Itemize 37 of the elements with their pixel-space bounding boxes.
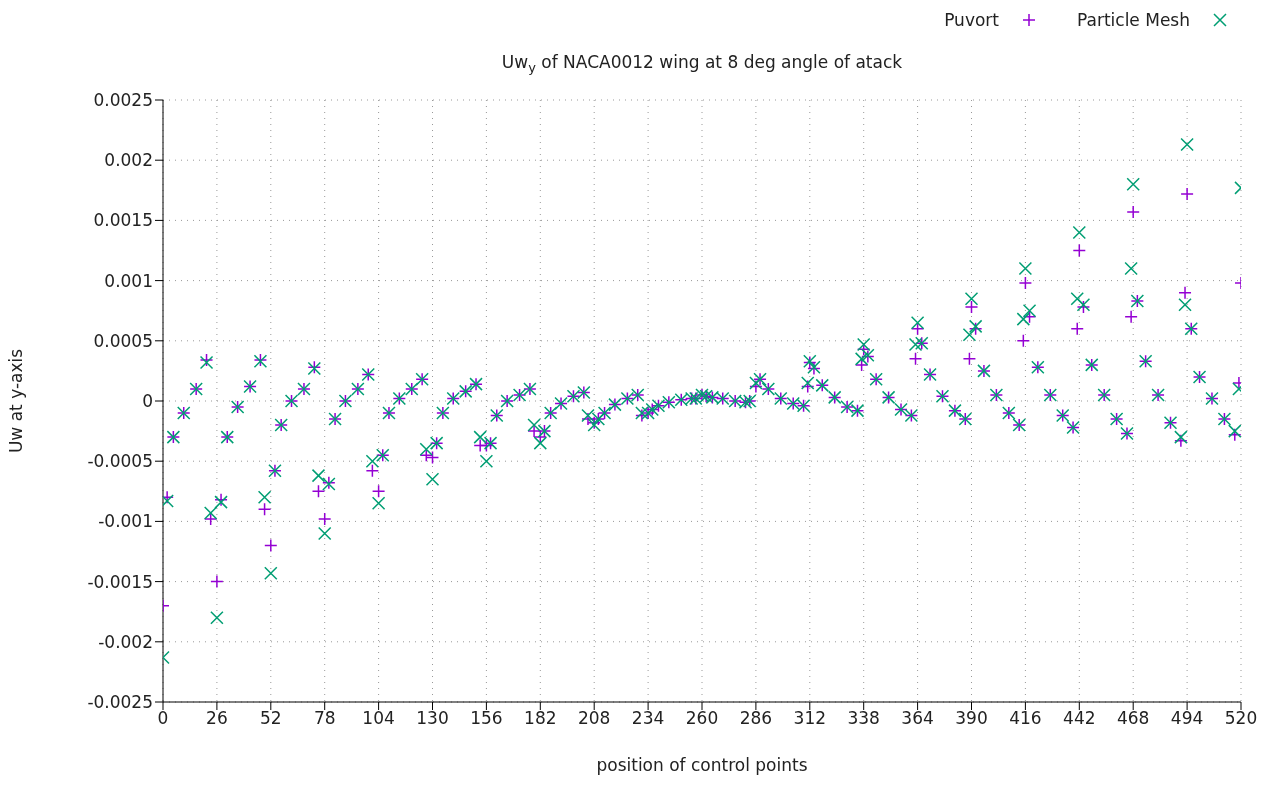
y-tick-label: 0.0005	[93, 330, 153, 351]
x-axis-title: position of control points	[596, 755, 808, 775]
x-tick-label: 390	[955, 708, 988, 729]
x-tick-label: 182	[524, 708, 557, 729]
legend-label: Puvort	[944, 10, 1000, 30]
y-tick-label: -0.002	[98, 631, 153, 652]
y-tick-label: 0.0015	[93, 210, 153, 231]
x-tick-label: 260	[685, 708, 719, 729]
x-tick-label: 52	[259, 708, 282, 729]
x-tick-label: 0	[157, 708, 169, 729]
x-tick-label: 494	[1170, 708, 1204, 729]
y-tick-label: 0.001	[104, 270, 153, 291]
x-tick-label: 416	[1009, 708, 1042, 729]
y-tick-label: 0.002	[104, 150, 153, 171]
chart-title: Uw$_{y}$ of NACA0012 wing at 8 deg angle of atack	[501, 52, 903, 75]
x-tick-label: 78	[313, 708, 336, 729]
x-tick-label: 364	[901, 708, 934, 729]
y-tick-label: -0.0025	[87, 692, 153, 713]
y-axis-title: Uw at y-axis	[6, 348, 27, 454]
x-tick-label: 26	[206, 708, 228, 729]
x-tick-label: 234	[631, 708, 665, 729]
x-tick-label: 104	[362, 708, 395, 729]
x-tick-label: 130	[416, 708, 449, 729]
x-tick-label: 468	[1116, 708, 1150, 729]
x-tick-label: 156	[470, 708, 503, 729]
x-tick-label: 520	[1224, 708, 1258, 729]
y-tick-label: -0.001	[98, 511, 153, 532]
legend-label: Particle Mesh	[1077, 10, 1190, 30]
x-tick-label: 338	[847, 708, 880, 729]
y-tick-label: -0.0015	[87, 571, 153, 592]
x-tick-label: 312	[793, 708, 827, 729]
x-tick-label: 286	[739, 708, 773, 729]
y-tick-label: -0.0005	[87, 451, 153, 472]
y-tick-label: 0.0025	[93, 90, 153, 111]
y-tick-label: 0	[142, 391, 153, 412]
x-tick-label: 442	[1063, 708, 1096, 729]
x-tick-label: 208	[577, 708, 611, 729]
